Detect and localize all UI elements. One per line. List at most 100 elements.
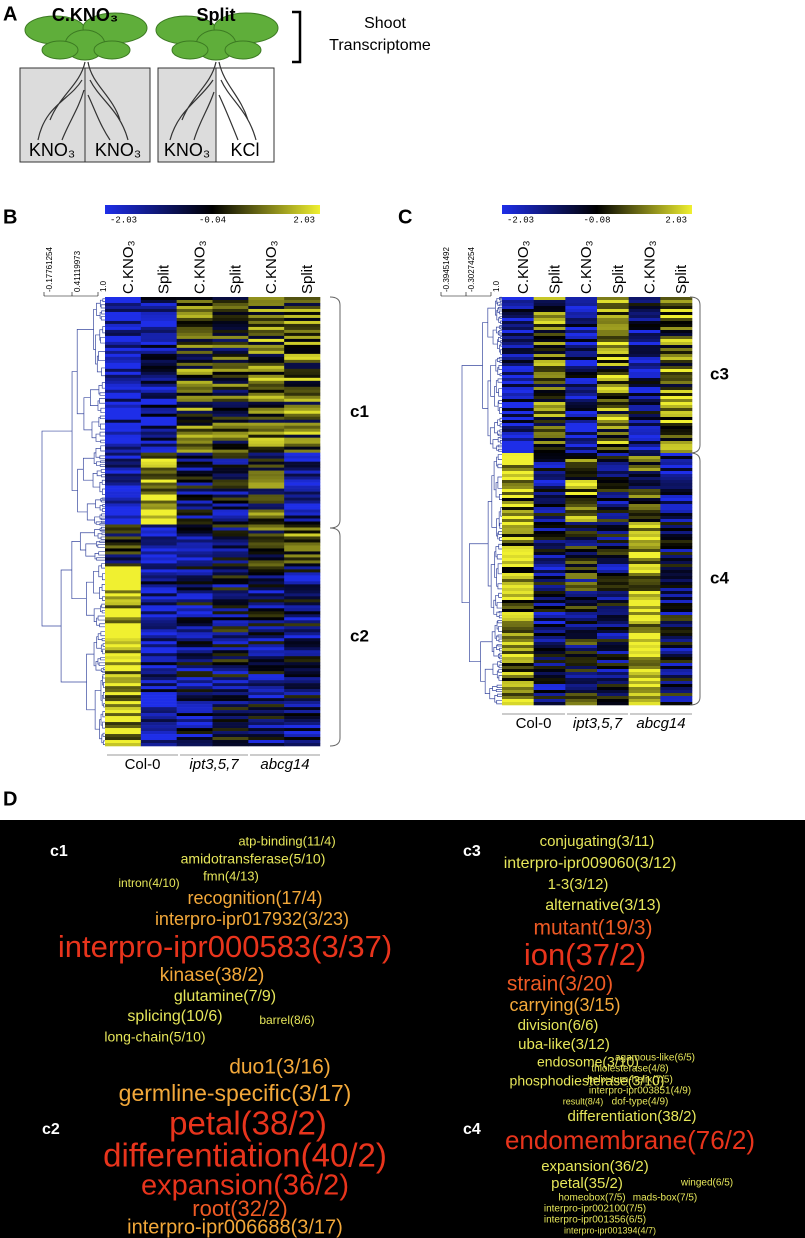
- heatmap-cell: [105, 734, 142, 738]
- dendrogram-branch: [494, 551, 497, 578]
- heatmap-cell: [248, 566, 285, 570]
- heatmap-cell: [105, 362, 142, 367]
- heatmap-cell: [565, 558, 598, 562]
- heatmap-cell: [533, 531, 566, 535]
- heatmap-cell: [565, 306, 598, 310]
- heatmap-cell: [533, 405, 566, 409]
- heatmap-cell: [105, 323, 142, 328]
- dendrogram-branch: [101, 610, 105, 614]
- heatmap-cell: [597, 339, 629, 343]
- heatmap-cell: [533, 399, 566, 403]
- heatmap-cell: [140, 620, 177, 624]
- heatmap-cell: [628, 345, 661, 349]
- heatmap-cell: [140, 740, 177, 744]
- heatmap-cell: [284, 560, 321, 564]
- dendrogram-branch: [499, 344, 501, 353]
- heatmap-cell: [565, 603, 598, 607]
- heatmap-cell: [105, 398, 142, 403]
- heatmap-cell: [284, 473, 321, 477]
- dendrogram-branch: [495, 594, 499, 606]
- heatmap-cell: [105, 416, 142, 421]
- heatmap-cell: [284, 362, 321, 367]
- heatmap-cell: [533, 426, 566, 430]
- heatmap-cell: [284, 632, 321, 636]
- dendrogram-branch: [101, 584, 105, 592]
- heatmap-cell: [533, 336, 566, 340]
- heatmap-cell: [140, 737, 177, 741]
- heatmap-cell: [502, 501, 534, 505]
- heatmap-cell: [533, 666, 566, 670]
- heatmap-cell: [597, 534, 629, 538]
- heatmap-cell: [660, 321, 693, 325]
- heatmap-cell: [597, 678, 629, 682]
- heatmap-cell: [105, 314, 142, 319]
- heatmap-cell: [565, 606, 598, 610]
- dendrogram-branch: [97, 633, 103, 640]
- heatmap-cell: [248, 299, 285, 304]
- heatmap-cell: [212, 476, 249, 480]
- heatmap-cell: [140, 440, 177, 444]
- heatmap-cell: [533, 396, 566, 400]
- heatmap-cell: [105, 392, 142, 397]
- heatmap-cell: [628, 330, 661, 334]
- heatmap-cell: [140, 407, 177, 412]
- heatmap-cell: [660, 327, 693, 331]
- heatmap-cell: [597, 300, 629, 304]
- dendrogram-branch: [493, 647, 499, 657]
- heatmap-cell: [597, 591, 629, 595]
- dendrogram-branch: [497, 357, 500, 362]
- heatmap-cell: [284, 413, 321, 418]
- heatmap-cell: [248, 680, 285, 684]
- heatmap-cell: [502, 591, 534, 595]
- heatmap-cell: [248, 356, 285, 361]
- dendrogram-branch: [98, 565, 103, 578]
- heatmap-cell: [502, 369, 534, 373]
- heatmap-cell: [140, 491, 177, 495]
- heatmap-cell: [565, 492, 598, 496]
- dendrogram-branch: [99, 312, 102, 319]
- heatmap-cell: [248, 725, 285, 729]
- heatmap-cell: [533, 330, 566, 334]
- heatmap-cell: [284, 665, 321, 669]
- heatmap-cell: [533, 384, 566, 388]
- heatmap-cell: [212, 407, 249, 412]
- heatmap-cell: [628, 477, 661, 481]
- heatmap-cell: [212, 557, 249, 561]
- heatmap-cell: [176, 542, 213, 546]
- heatmap-cell: [176, 725, 213, 729]
- heatmap-cell: [533, 621, 566, 625]
- heatmap-cell: [248, 689, 285, 693]
- dendrogram-branch: [101, 573, 105, 581]
- heatmap-cell: [176, 566, 213, 570]
- heatmap-cell: [502, 660, 534, 664]
- heatmap-cell: [502, 687, 534, 691]
- heatmap-cell: [212, 578, 249, 582]
- heatmap-cell: [628, 324, 661, 328]
- heatmap-cell: [105, 620, 142, 624]
- heatmap-cell: [660, 435, 693, 439]
- heatmap-cell: [660, 570, 693, 574]
- heatmap-cell: [176, 635, 213, 639]
- heatmap-cell: [533, 513, 566, 517]
- heatmap-cell: [502, 399, 534, 403]
- dendrogram-branch: [498, 357, 502, 360]
- heatmap-cell: [597, 384, 629, 388]
- heatmap-cell: [628, 354, 661, 358]
- heatmap-cell: [105, 494, 142, 498]
- heatmap-cell: [176, 449, 213, 453]
- heatmap-cell: [565, 477, 598, 481]
- heatmap-cell: [533, 642, 566, 646]
- heatmap-cell: [628, 579, 661, 583]
- heatmap-cell: [597, 450, 629, 454]
- heatmap-cell: [533, 681, 566, 685]
- dendrogram-branch: [94, 529, 101, 537]
- heatmap-cell: [248, 302, 285, 307]
- heatmap-cell: [284, 506, 321, 510]
- heatmap-cell: [105, 302, 142, 307]
- dendrogram-branch: [496, 644, 500, 650]
- heatmap-cell: [105, 326, 142, 331]
- heatmap-cell: [212, 518, 249, 522]
- heatmap-cell: [597, 489, 629, 493]
- column-label: Split: [156, 264, 173, 294]
- dendrogram-branch: [100, 668, 104, 672]
